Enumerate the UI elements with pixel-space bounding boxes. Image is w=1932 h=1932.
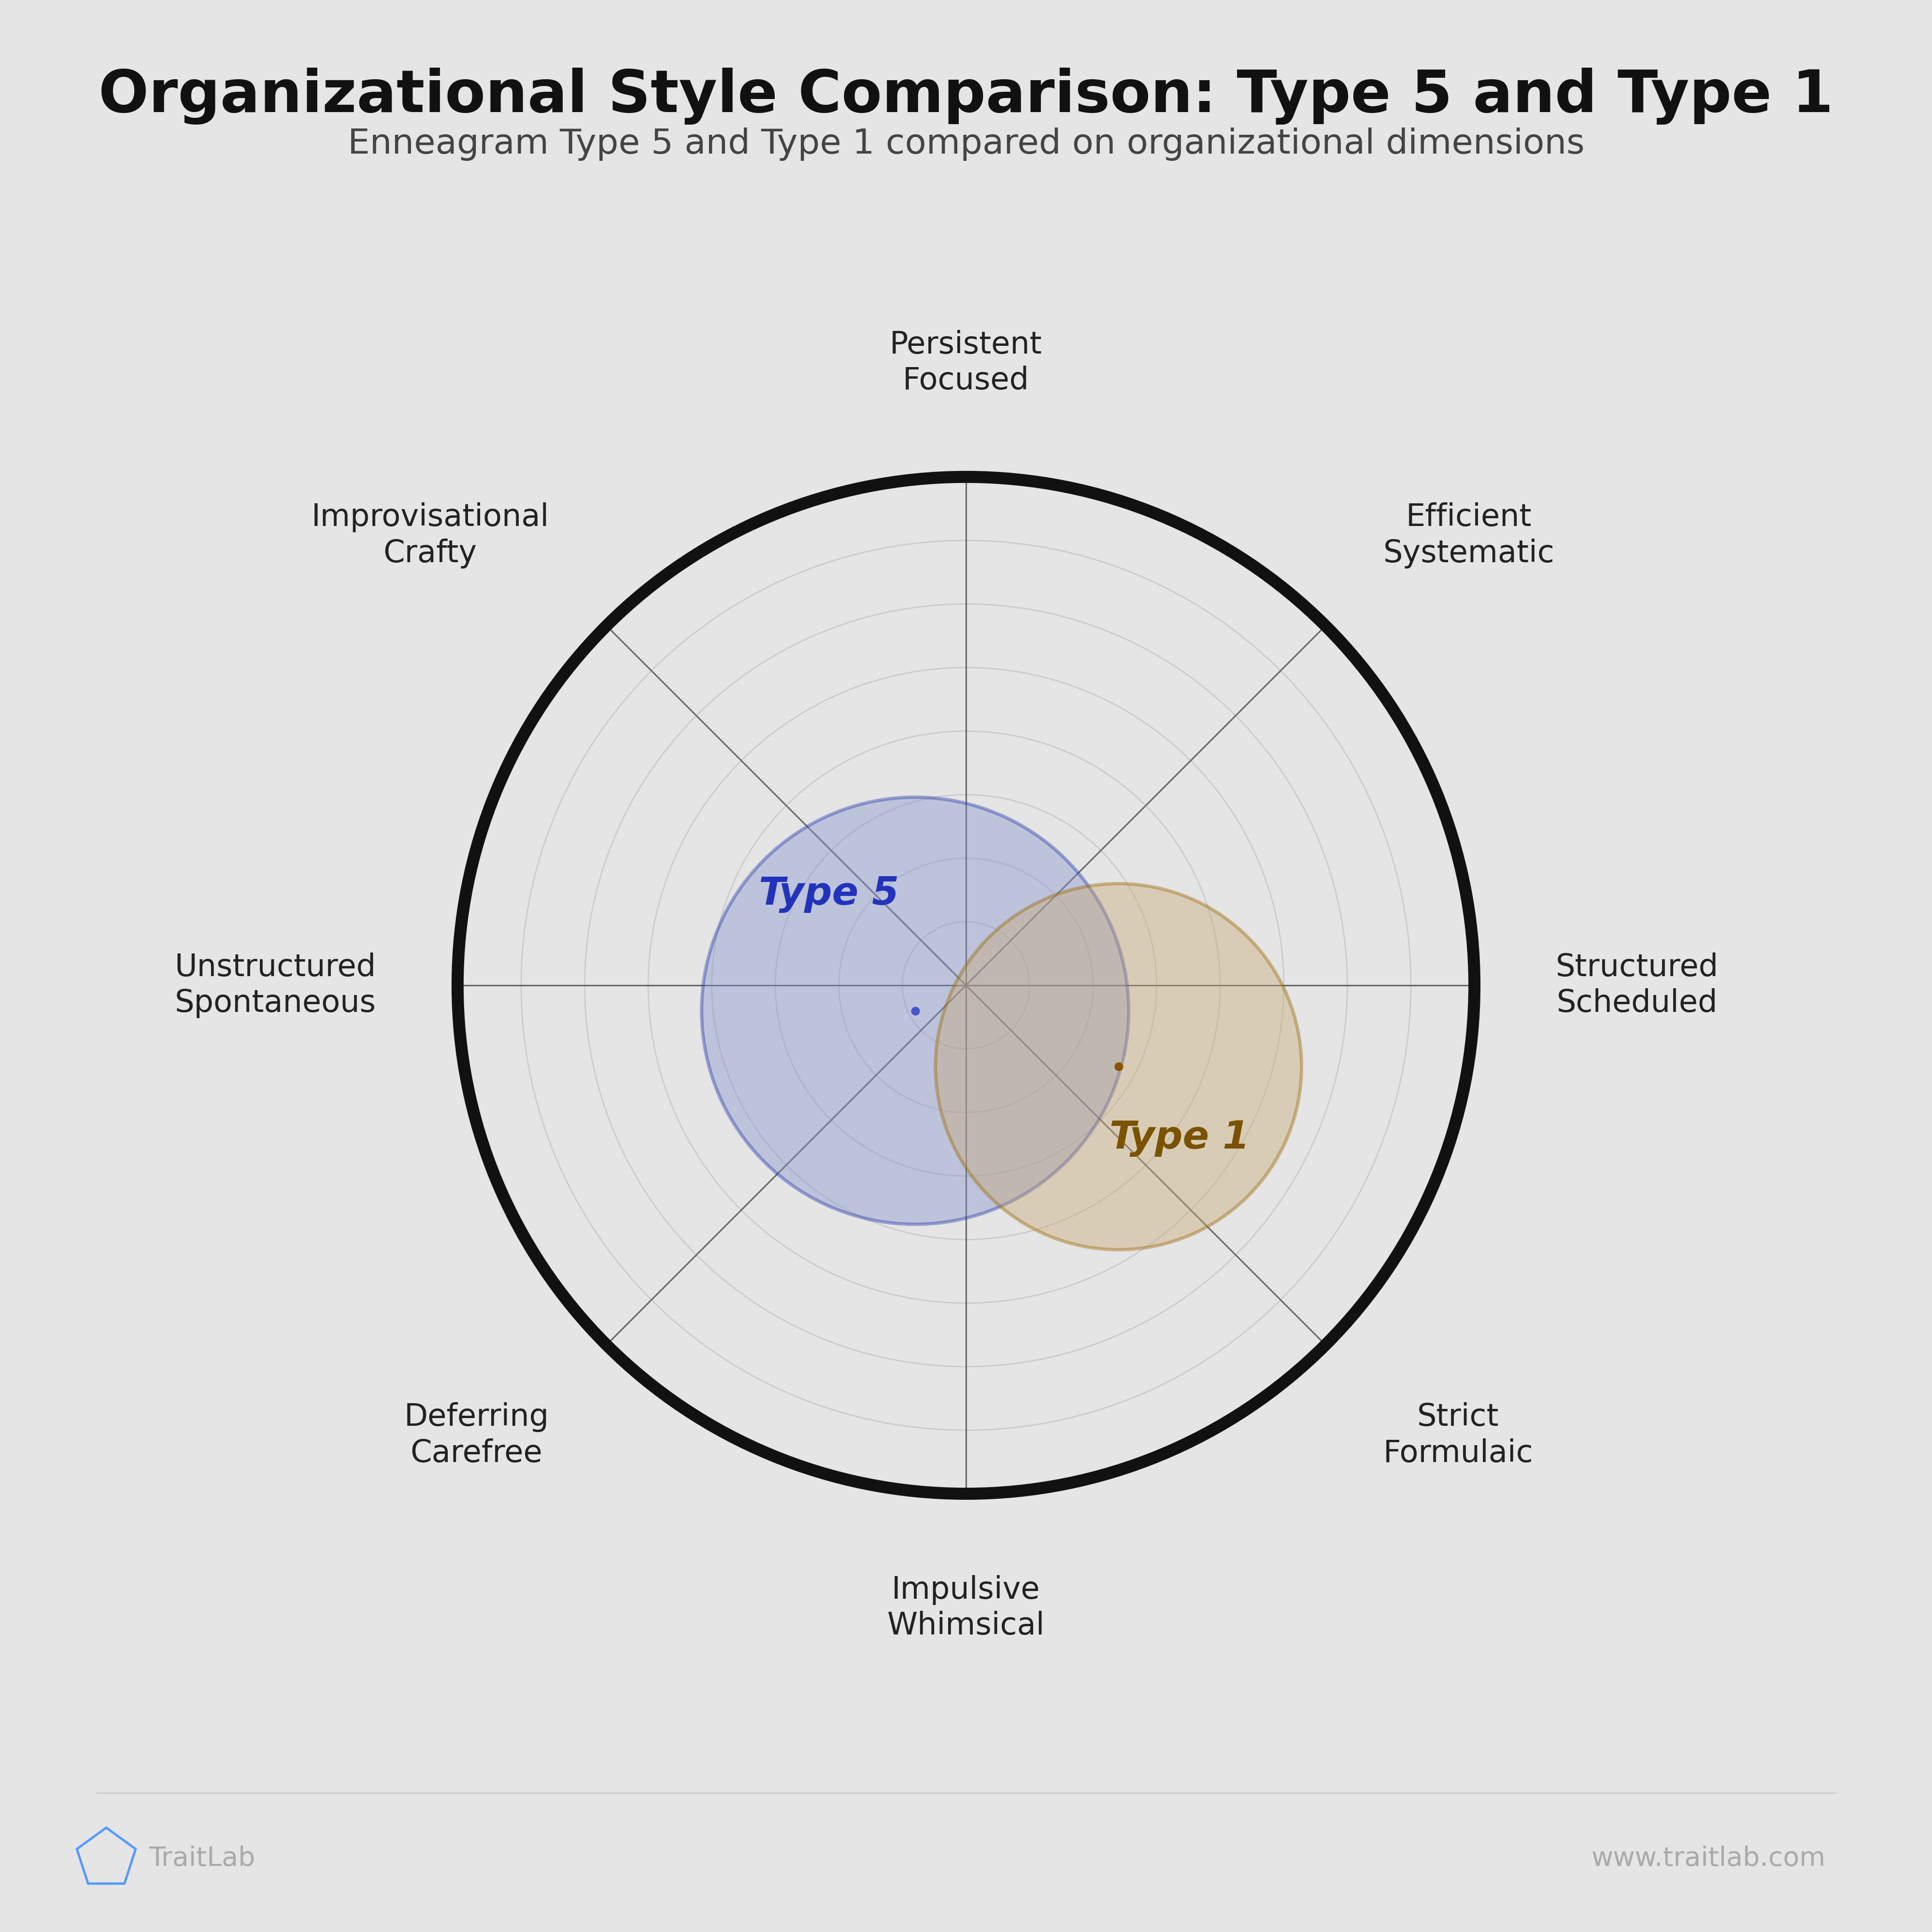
Text: TraitLab: TraitLab [149,1845,255,1872]
Circle shape [701,798,1128,1225]
Text: Improvisational
Crafty: Improvisational Crafty [311,502,549,568]
Text: Organizational Style Comparison: Type 5 and Type 1: Organizational Style Comparison: Type 5 … [99,68,1833,124]
Text: Type 5: Type 5 [759,875,898,912]
Text: Enneagram Type 5 and Type 1 compared on organizational dimensions: Enneagram Type 5 and Type 1 compared on … [348,128,1584,160]
Text: Impulsive
Whimsical: Impulsive Whimsical [887,1575,1045,1640]
Text: Efficient
Systematic: Efficient Systematic [1383,502,1555,568]
Text: Unstructured
Spontaneous: Unstructured Spontaneous [174,952,377,1018]
Text: www.traitlab.com: www.traitlab.com [1592,1845,1826,1872]
Text: Strict
Formulaic: Strict Formulaic [1383,1403,1534,1468]
Text: Type 1: Type 1 [1109,1119,1250,1157]
Text: Deferring
Carefree: Deferring Carefree [404,1403,549,1468]
Text: Structured
Scheduled: Structured Scheduled [1555,952,1719,1018]
Circle shape [935,883,1302,1250]
Text: Persistent
Focused: Persistent Focused [891,330,1041,396]
